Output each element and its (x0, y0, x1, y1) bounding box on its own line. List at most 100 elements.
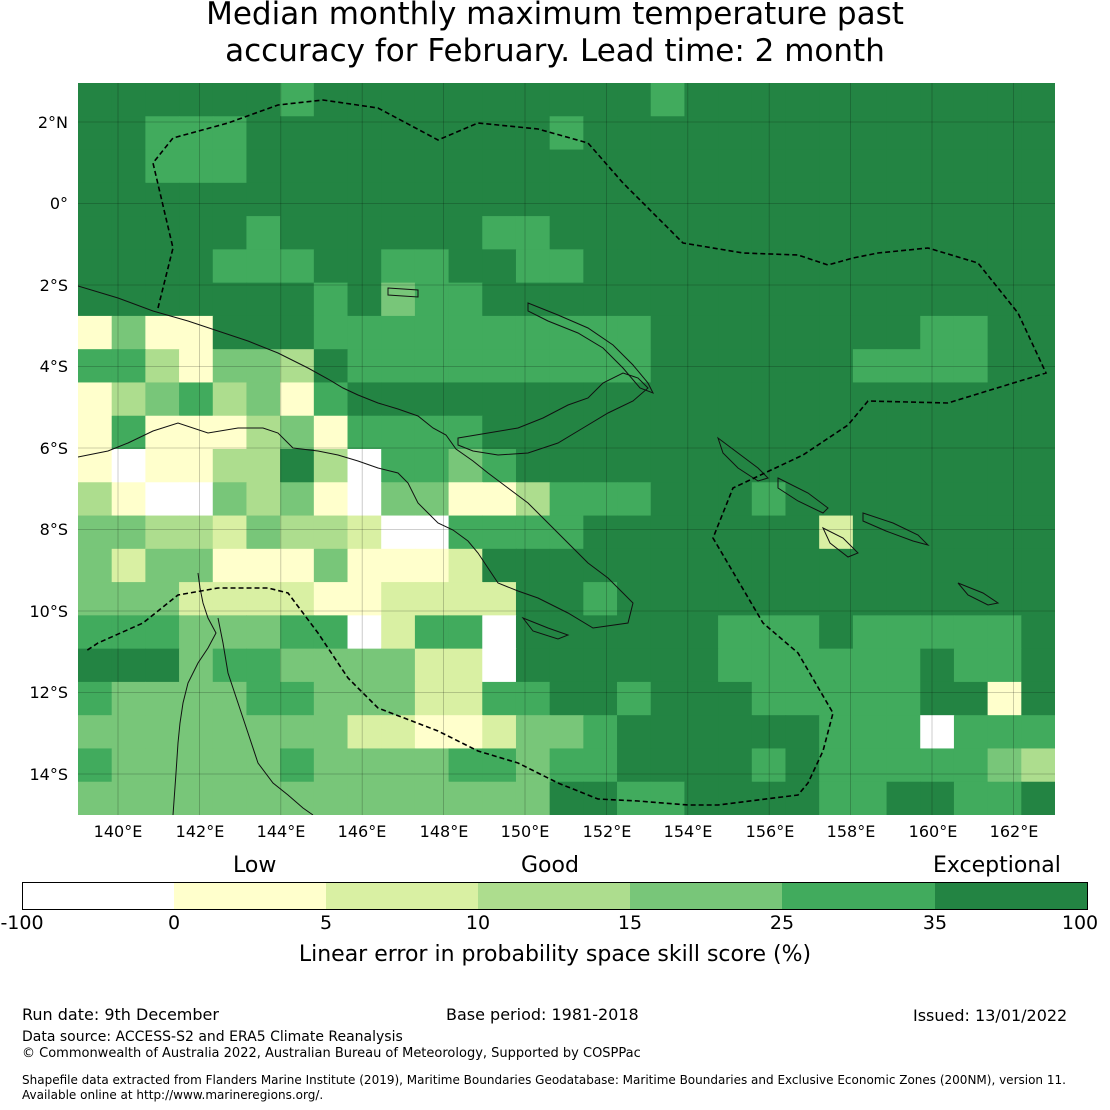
skill-cell (684, 449, 719, 483)
skill-cell (987, 116, 1022, 151)
skill-cell (179, 249, 214, 284)
skill-cell (583, 748, 618, 783)
solomons-coast-4 (957, 582, 1000, 606)
skill-cell (414, 382, 450, 417)
skill-cell (549, 548, 584, 583)
colorbar-title: Linear error in probability space skill … (298, 942, 812, 967)
skill-cell (987, 715, 1022, 750)
new-britain-coast (457, 372, 649, 456)
skill-cell (1021, 449, 1055, 483)
skill-cell (953, 548, 989, 583)
skill-cell (886, 715, 921, 750)
skill-cell (448, 648, 483, 683)
skill-cell (987, 249, 1022, 284)
skill-cell (179, 548, 214, 583)
skill-cell (313, 182, 349, 217)
skill-cell (1021, 648, 1055, 683)
skill-cell (414, 315, 450, 350)
skill-cell (751, 349, 787, 384)
skill-cell (381, 315, 416, 350)
skill-cell (920, 648, 955, 683)
skill-cell (313, 349, 349, 384)
skill-cell (1021, 282, 1055, 317)
skill-cell (1021, 548, 1055, 583)
skill-cell (650, 349, 686, 384)
skill-cell (212, 349, 248, 384)
lat-label: 10°S (29, 602, 68, 621)
shapefile-credit-line-2: Available online at http://www.marinereg… (22, 1088, 324, 1102)
skill-cell (920, 216, 955, 250)
skill-cell (381, 748, 416, 783)
skill-cell (549, 182, 584, 217)
skill-cell (111, 548, 146, 583)
skill-cell (583, 781, 618, 815)
skill-cell (953, 681, 989, 716)
skill-cell (313, 482, 349, 517)
skill-cell (414, 249, 450, 284)
skill-cell (448, 282, 483, 317)
skill-cell (145, 515, 180, 550)
skill-cell (987, 515, 1022, 550)
skill-cell (819, 349, 854, 384)
skill-cell (347, 249, 382, 284)
skill-cell (617, 582, 652, 616)
australia-east-coast (217, 617, 314, 815)
skill-cell (684, 482, 719, 517)
skill-cell (852, 681, 888, 716)
skill-cell (953, 515, 989, 550)
skill-cell (819, 116, 854, 151)
skill-cell (953, 482, 989, 517)
skill-cell (246, 748, 281, 783)
skill-cell (819, 315, 854, 350)
skill-cell (381, 415, 416, 450)
lon-label: 150°E (500, 822, 550, 841)
skill-cell (953, 116, 989, 151)
skill-cell (718, 415, 753, 450)
coastlines (78, 285, 1000, 815)
skill-cell (482, 249, 517, 284)
skill-cell (111, 615, 146, 650)
skill-cell (751, 515, 787, 550)
skill-cell (280, 648, 315, 683)
skill-cell (953, 83, 989, 117)
skill-cell (785, 748, 820, 783)
skill-cell (313, 681, 349, 716)
colorbar-segment (478, 882, 630, 910)
skill-cell (78, 781, 113, 815)
skill-cell (819, 83, 854, 117)
skill-cell (751, 748, 787, 783)
skill-cell (515, 482, 551, 517)
skill-cell (212, 116, 248, 151)
skill-cell (718, 681, 753, 716)
skill-cell (583, 582, 618, 616)
skill-cell (414, 715, 450, 750)
skill-cell (617, 249, 652, 284)
run-date: Run date: 9th December (22, 1005, 219, 1024)
skill-cell (515, 415, 551, 450)
skill-cell (111, 515, 146, 550)
skill-cell (145, 482, 180, 517)
skill-cell (381, 349, 416, 384)
skill-cell (886, 249, 921, 284)
skill-cell (212, 681, 248, 716)
skill-cell (280, 249, 315, 284)
skill-cell (212, 282, 248, 317)
skill-cell (852, 715, 888, 750)
colorbar-segment (935, 882, 1088, 910)
skill-cell (886, 83, 921, 117)
skill-cell (448, 349, 483, 384)
skill-cell (987, 548, 1022, 583)
skill-cell (549, 615, 584, 650)
lat-label: 2°N (37, 113, 68, 132)
skill-cell (482, 548, 517, 583)
skill-cell (212, 715, 248, 750)
skill-cell (212, 83, 248, 117)
skill-cell (852, 482, 888, 517)
skill-cell (751, 415, 787, 450)
skill-cell (448, 315, 483, 350)
skill-cell (246, 149, 281, 184)
skill-cell (414, 582, 450, 616)
skill-cell (313, 582, 349, 616)
skill-cell (280, 449, 315, 483)
skill-cell (549, 482, 584, 517)
